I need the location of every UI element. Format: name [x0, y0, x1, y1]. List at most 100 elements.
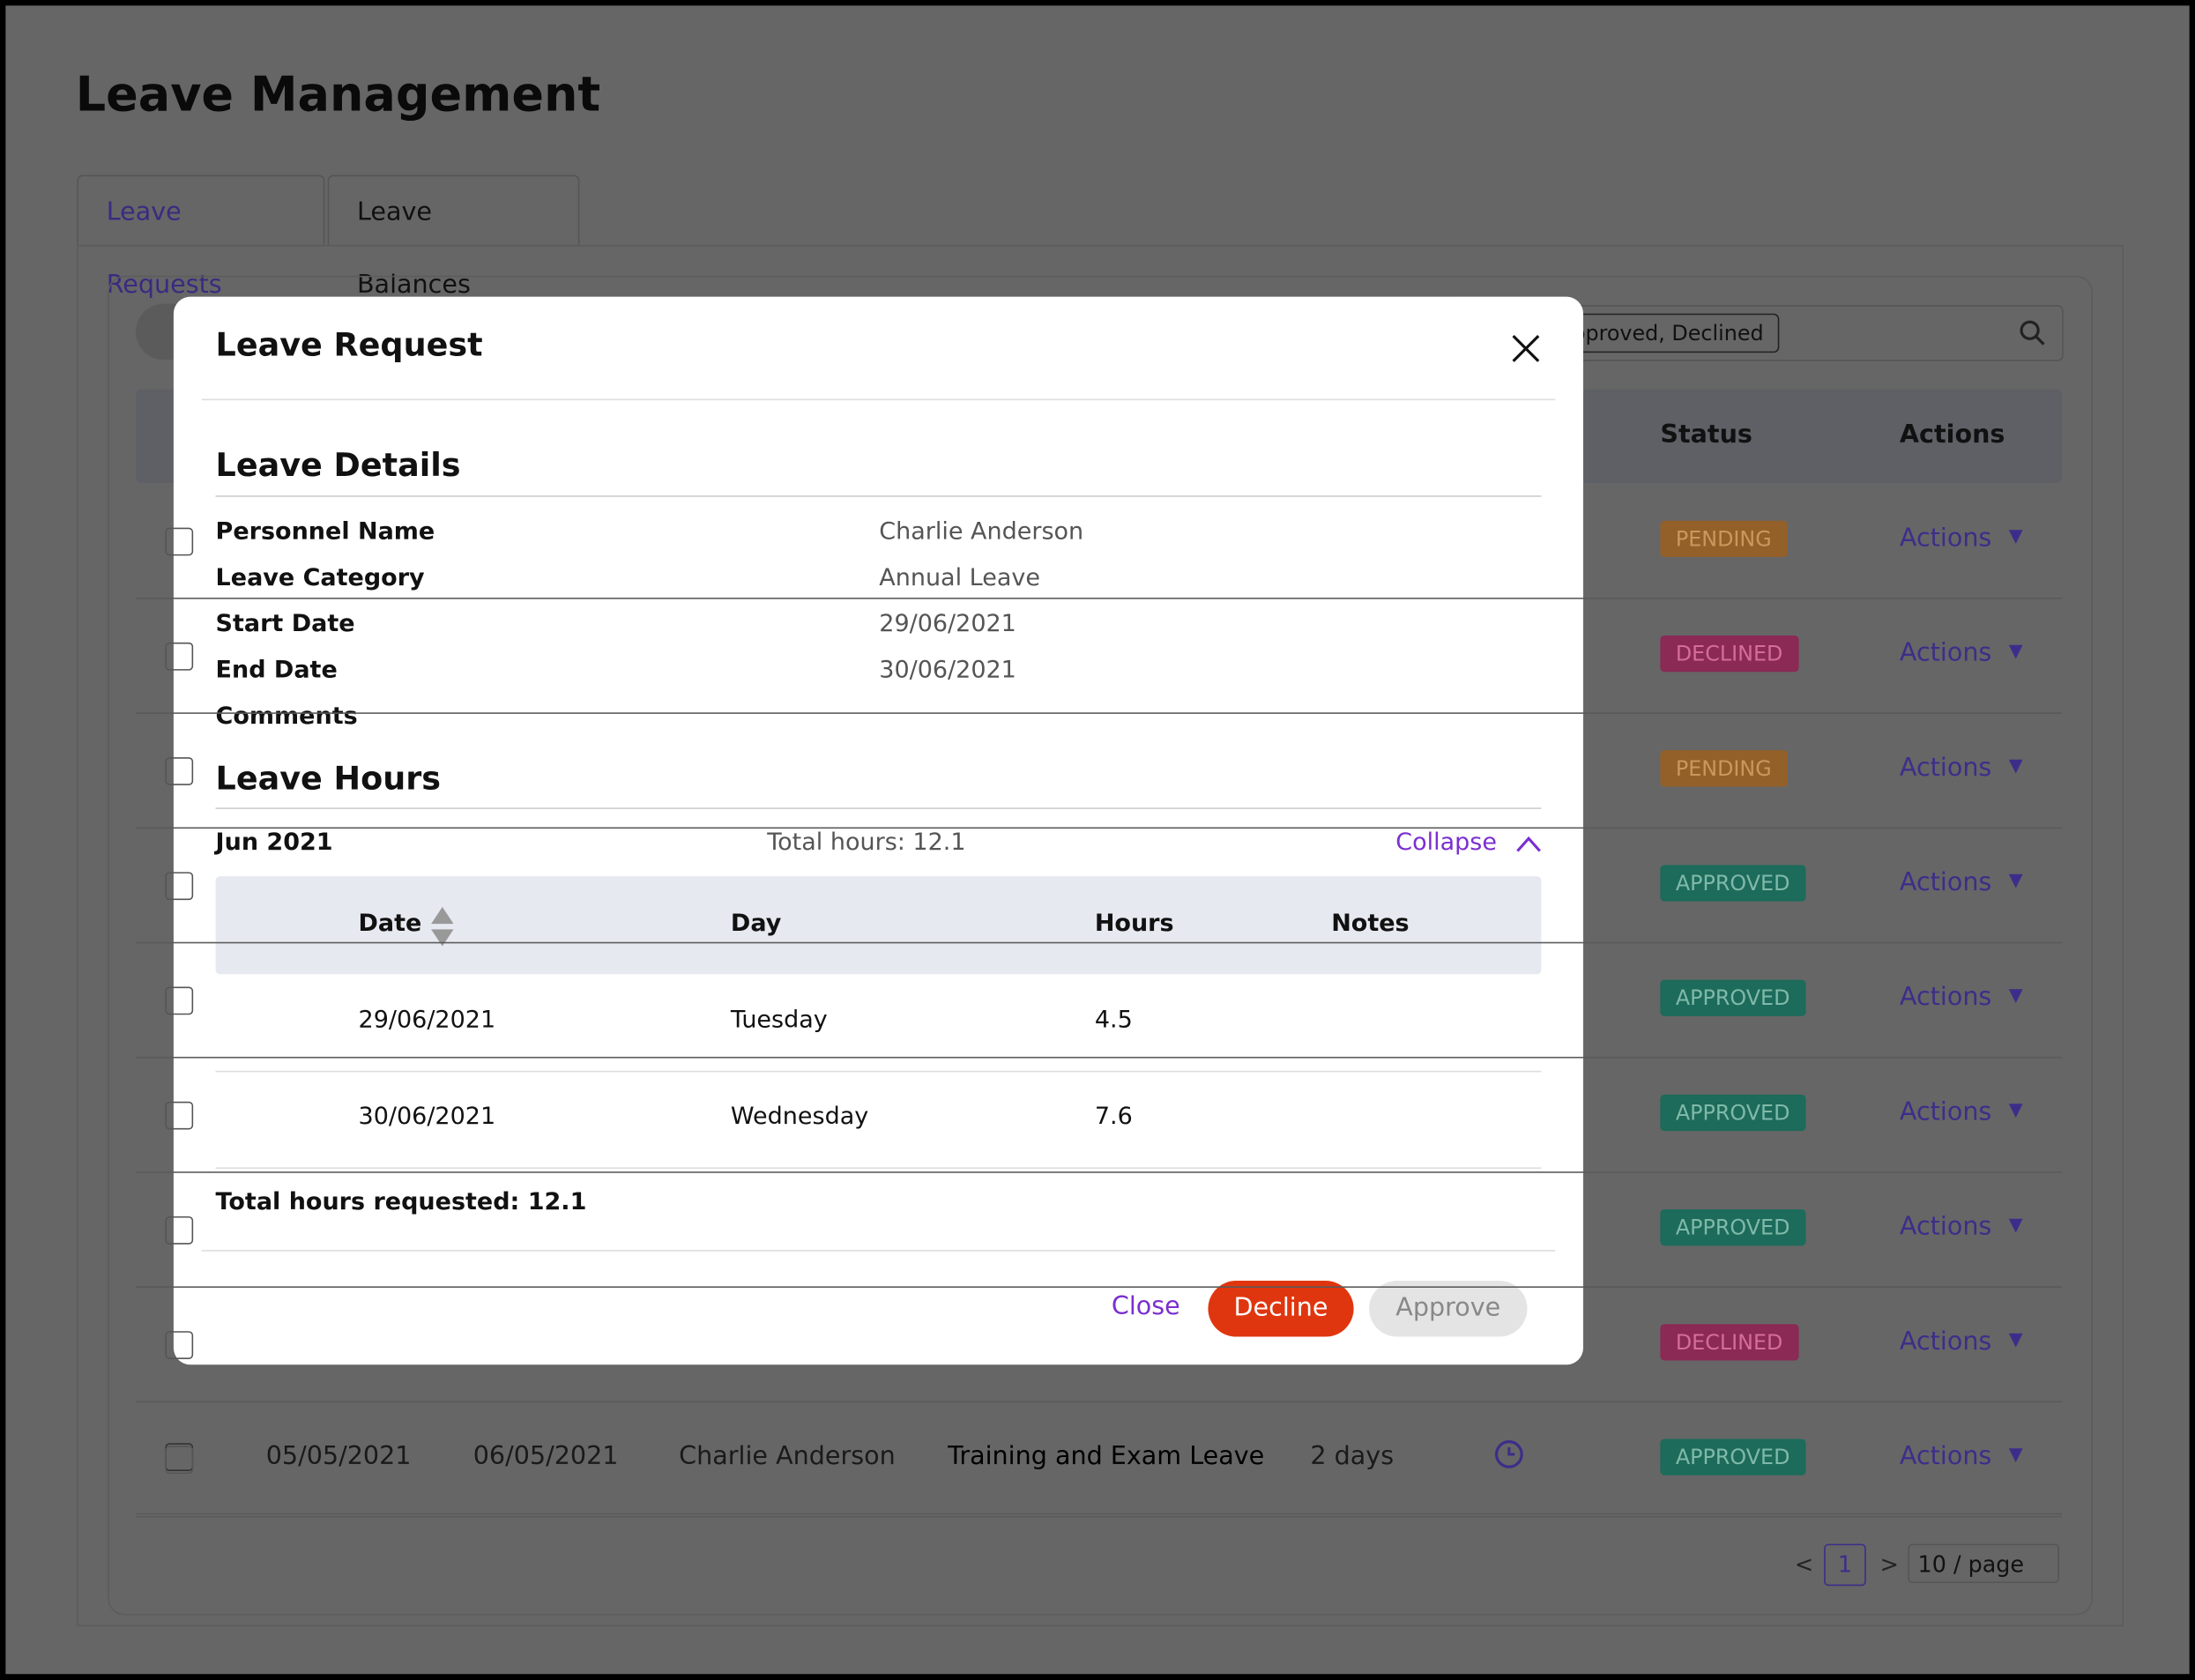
checkbox[interactable] [165, 1331, 194, 1359]
column-header: Status [1660, 420, 1752, 450]
decline-button[interactable]: Decline [1208, 1281, 1354, 1337]
cell: Charlie Anderson [679, 1441, 896, 1471]
row-separator [136, 1171, 2063, 1173]
caret: ▼ [2008, 985, 2023, 1007]
status-badge: PENDING [1660, 750, 1788, 787]
row-separator [136, 1056, 2063, 1059]
row-separator [215, 1070, 1542, 1073]
field-label: Leave Category [215, 563, 425, 592]
status-badge: APPROVED [1660, 1438, 1805, 1476]
cell: 4.5 [1094, 1006, 1133, 1035]
row-separator [136, 941, 2063, 944]
actions-menu[interactable]: Actions [1899, 867, 1992, 897]
caret: ▼ [2008, 1444, 2023, 1466]
status-badge: APPROVED [1660, 865, 1805, 902]
checkbox[interactable] [165, 872, 194, 901]
divider [215, 495, 1542, 497]
row-separator [136, 712, 2063, 714]
page-number[interactable]: 1 [1824, 1543, 1866, 1587]
field-value: 30/06/2021 [879, 656, 1016, 685]
actions-menu[interactable]: Actions [1899, 982, 1992, 1013]
row-separator [136, 1513, 2063, 1515]
divider [201, 398, 1556, 401]
actions-menu[interactable]: Actions [1899, 1441, 1992, 1471]
cell: 7.6 [1094, 1103, 1133, 1132]
column-header: Hours [1094, 910, 1174, 938]
tab[interactable]: Leave Requests [77, 175, 325, 300]
column-header: Notes [1331, 910, 1410, 938]
field-value: Annual Leave [879, 563, 1041, 592]
prev-page[interactable]: < [1794, 1550, 1814, 1578]
field-label: Comments [215, 702, 358, 731]
next-page[interactable]: > [1879, 1550, 1899, 1578]
status-badge: APPROVED [1660, 1209, 1805, 1246]
status-badge: APPROVED [1660, 979, 1805, 1016]
hours-header [215, 876, 1542, 975]
clock-icon [1494, 1440, 1523, 1468]
modal: Leave Request Leave Details Leave Hours … [173, 296, 1584, 1365]
checkbox[interactable] [165, 986, 194, 1015]
cell: 05/05/2021 [265, 1441, 412, 1471]
caret: ▼ [2008, 641, 2023, 663]
section-heading: Leave Details [215, 448, 461, 485]
divider [215, 807, 1542, 809]
caret: ▼ [2008, 755, 2023, 777]
checkbox[interactable] [165, 1215, 194, 1245]
checkbox[interactable] [165, 1101, 194, 1130]
cell: 30/06/2021 [358, 1103, 496, 1132]
page-size[interactable]: 10 / page [1908, 1543, 2059, 1584]
column-header: Day [730, 910, 782, 938]
row-separator [136, 1286, 2063, 1288]
approve-button[interactable]: Approve [1369, 1281, 1528, 1337]
column-header: Actions [1899, 420, 2005, 450]
checkbox[interactable] [165, 527, 194, 556]
field-value: 29/06/2021 [879, 610, 1016, 639]
panel [77, 244, 2124, 1627]
field-label: Personnel Name [215, 517, 435, 546]
actions-menu[interactable]: Actions [1899, 1096, 1992, 1127]
row-separator [136, 827, 2063, 829]
sort-icon[interactable] [430, 905, 456, 948]
caret: ▼ [2008, 1100, 2023, 1121]
tab[interactable]: Leave Balances [327, 175, 580, 300]
actions-menu[interactable]: Actions [1899, 638, 1992, 668]
filter-chip: pproved, Declined [1556, 313, 1780, 353]
modal-title: Leave Request [215, 327, 483, 364]
row-separator [136, 1515, 2063, 1518]
divider [201, 1250, 1556, 1252]
month: Jun 2021 [215, 829, 333, 857]
checkbox[interactable] [165, 757, 194, 785]
actions-menu[interactable]: Actions [1899, 753, 1992, 783]
cell: Tuesday [730, 1006, 828, 1035]
actions-menu[interactable]: Actions [1899, 1327, 1992, 1357]
page-title: Leave Management [75, 67, 601, 123]
actions-menu[interactable]: Actions [1899, 523, 1992, 554]
caret: ▼ [2008, 526, 2023, 547]
caret: ▼ [2008, 1329, 2023, 1351]
close-icon[interactable] [1510, 333, 1541, 364]
close-button[interactable]: Close [1111, 1291, 1180, 1322]
checkbox[interactable] [165, 1446, 194, 1475]
collapse-link[interactable]: Collapse [1395, 829, 1497, 857]
column-header: Date [358, 910, 422, 938]
cell: Wednesday [730, 1103, 869, 1132]
section-heading: Leave Hours [215, 761, 441, 799]
cell: 29/06/2021 [358, 1006, 496, 1035]
caret: ▼ [2008, 1215, 2023, 1237]
status-badge: PENDING [1660, 520, 1788, 558]
status-badge: DECLINED [1660, 635, 1798, 673]
row-separator [215, 1167, 1542, 1169]
checkbox[interactable] [165, 642, 194, 671]
chevron-up [1516, 836, 1541, 852]
row-separator [136, 598, 2063, 599]
total-hours: Total hours requested: 12.1 [215, 1188, 587, 1216]
month-total: Total hours: 12.1 [767, 829, 966, 857]
field-value: Charlie Anderson [879, 517, 1084, 546]
cell: Training and Exam Leave [948, 1441, 1265, 1471]
search-icon [2020, 320, 2045, 346]
table-card [108, 275, 2094, 1616]
cell: 2 days [1310, 1441, 1395, 1471]
actions-menu[interactable]: Actions [1899, 1212, 1992, 1242]
